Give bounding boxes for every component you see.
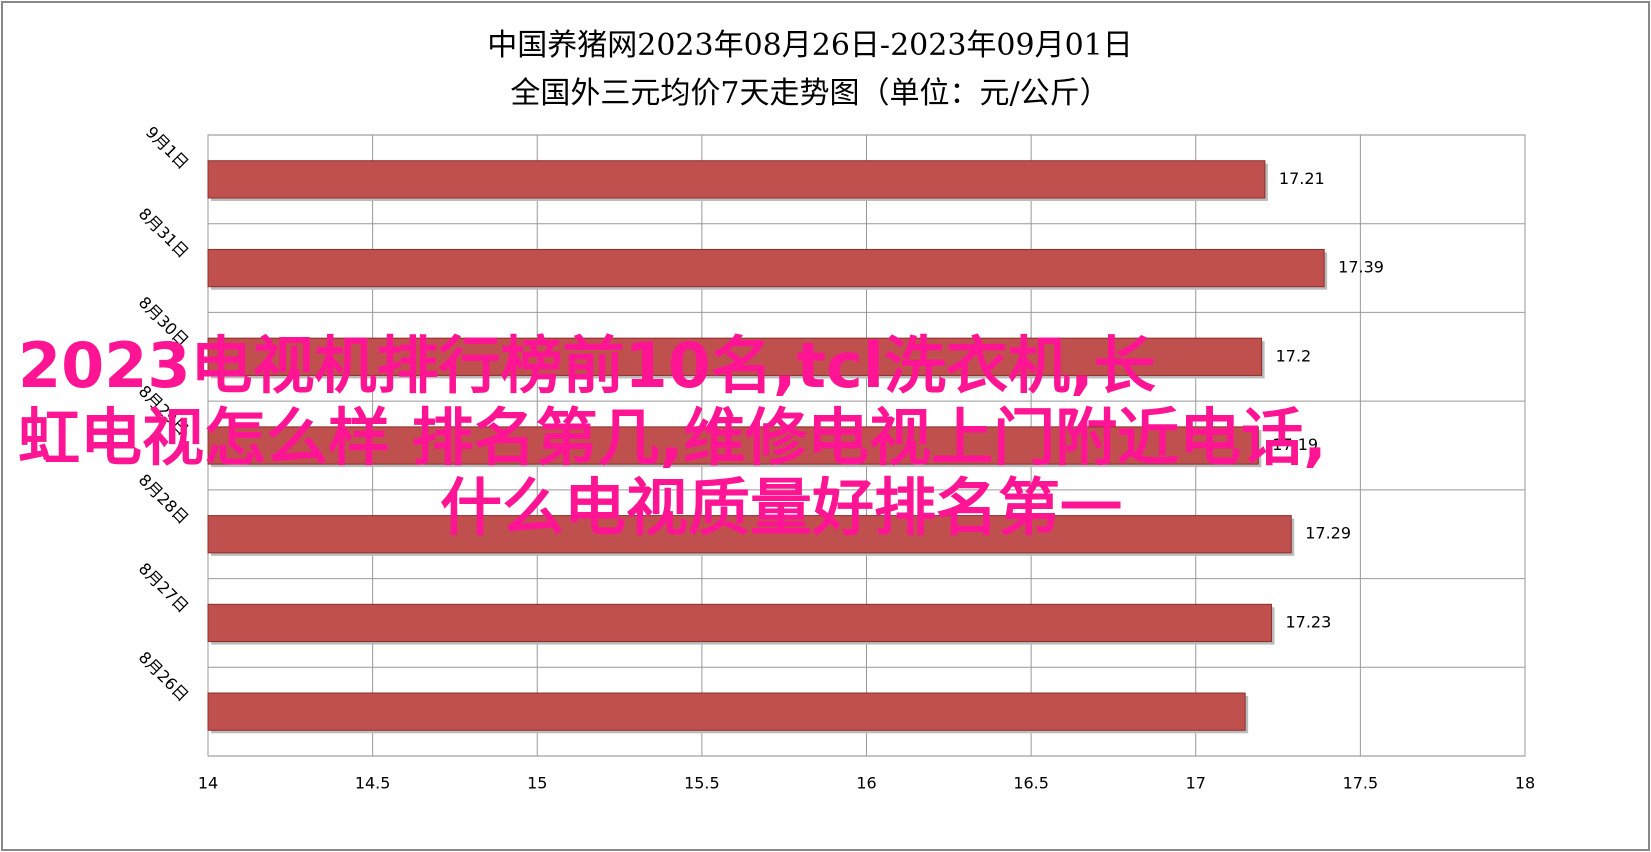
x-tick-label: 17.5 bbox=[1343, 774, 1379, 793]
value-label: 17.23 bbox=[1285, 612, 1331, 631]
bar bbox=[207, 692, 1246, 731]
x-tick-label: 17 bbox=[1186, 774, 1206, 793]
bar bbox=[207, 603, 1272, 643]
bar bbox=[207, 515, 1292, 554]
bar bbox=[207, 337, 1263, 376]
bar bbox=[207, 426, 1259, 465]
chart-subtitle: 全国外三元均价7天走势图（单位：元/公斤） bbox=[510, 76, 1109, 111]
overlay-text: 2023电视机排行榜前10名,tcl洗衣机,长 bbox=[18, 329, 1156, 402]
value-label: 17.2 bbox=[1276, 346, 1312, 365]
x-tick-label: 15.5 bbox=[684, 774, 720, 793]
x-tick-label: 15 bbox=[527, 774, 547, 793]
value-label: 17.19 bbox=[1272, 435, 1318, 454]
x-tick-label: 18 bbox=[1515, 774, 1535, 793]
chart-title: 中国养猪网2023年08月26日-2023年09月01日 bbox=[487, 28, 1133, 63]
bar bbox=[207, 160, 1266, 199]
x-tick-label: 16.5 bbox=[1013, 774, 1049, 793]
overlay-text: 什么电视质量好排名第一 bbox=[440, 471, 1122, 544]
value-label: 17.21 bbox=[1279, 169, 1325, 188]
value-label: 17.39 bbox=[1338, 258, 1384, 277]
x-tick-label: 16 bbox=[856, 774, 876, 793]
overlay-text: 虹电视怎么样 排名第几,维修电视上门附近电话, bbox=[18, 401, 1327, 474]
x-tick-label: 14 bbox=[198, 774, 218, 793]
bar bbox=[207, 248, 1325, 288]
value-label: 17.29 bbox=[1305, 524, 1351, 543]
x-tick-label: 14.5 bbox=[355, 774, 391, 793]
